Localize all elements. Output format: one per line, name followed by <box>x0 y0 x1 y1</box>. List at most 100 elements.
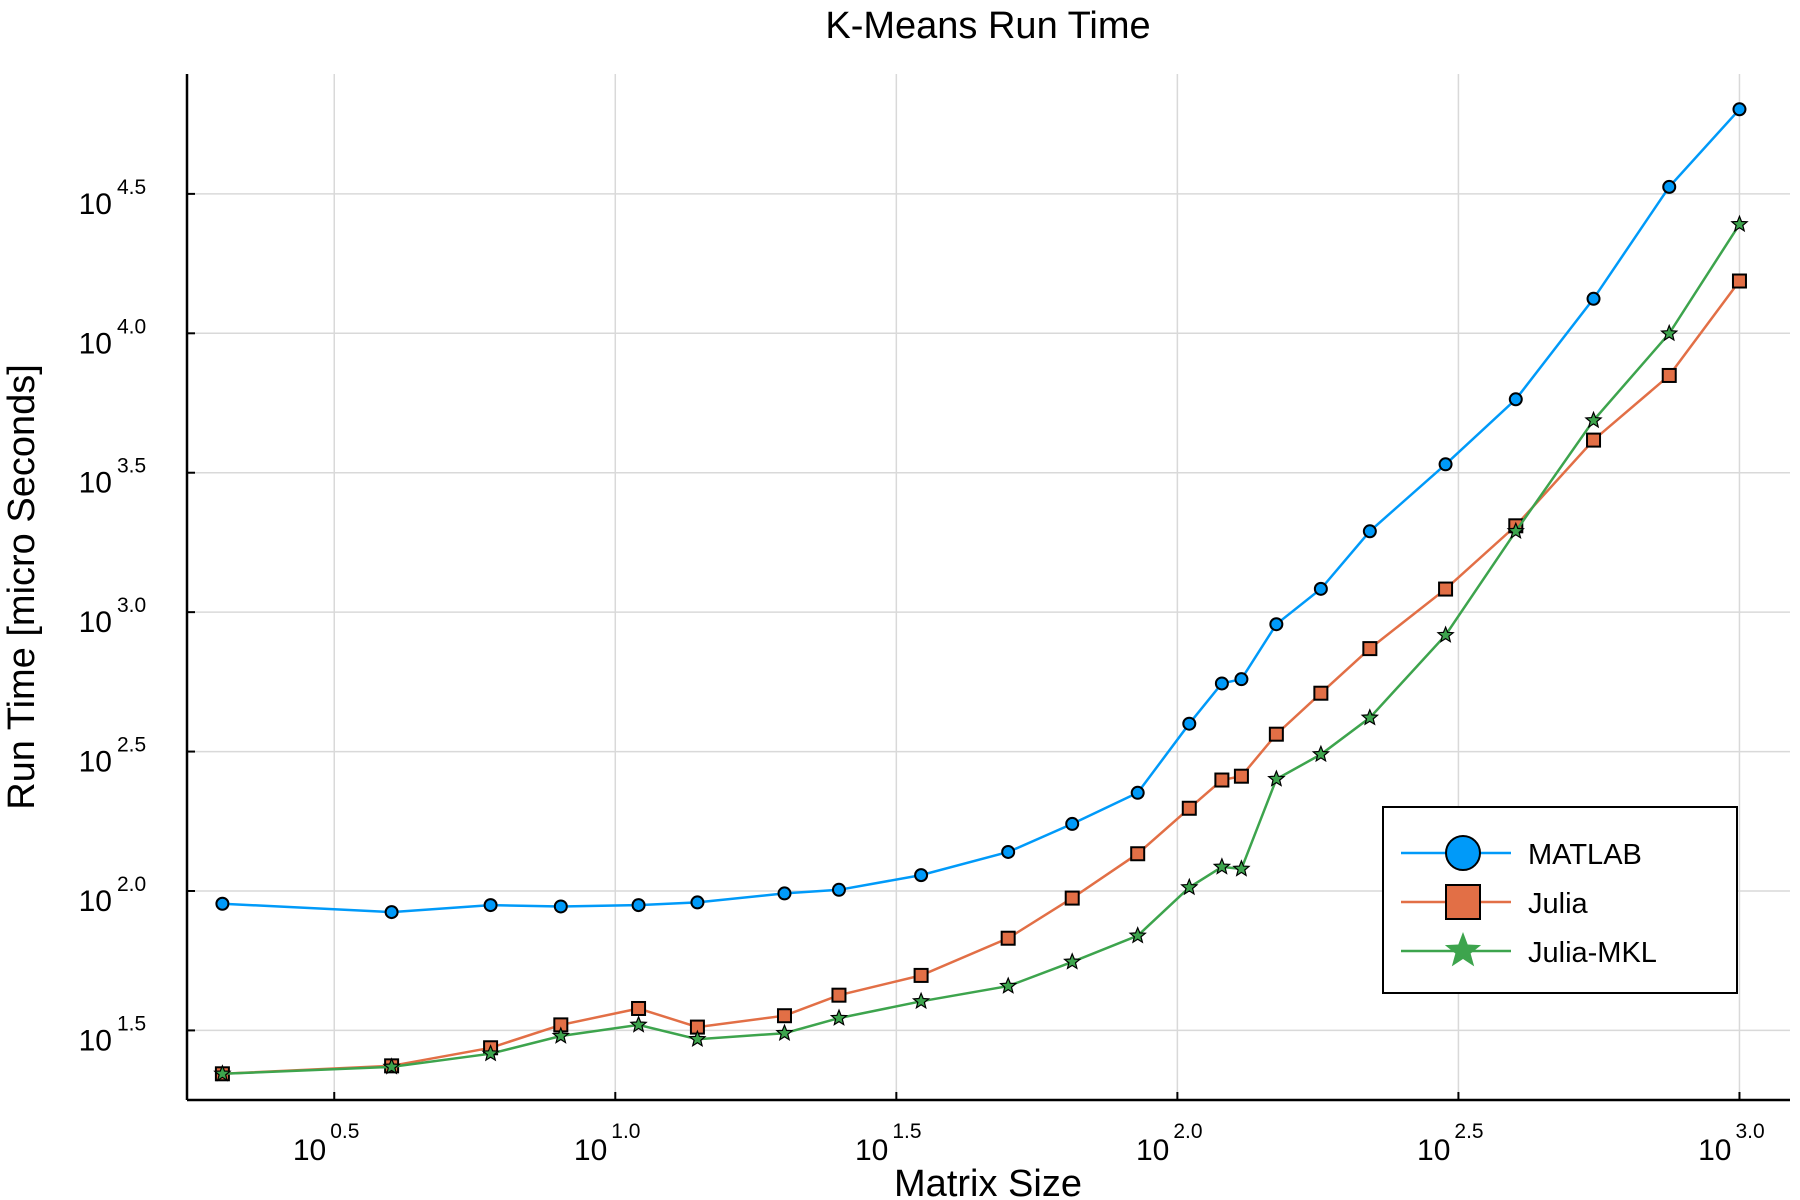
legend-marker-matlab <box>1445 835 1481 871</box>
x-tick-label-exponent: 3.0 <box>1735 1120 1764 1143</box>
legend-marker-julia-mkl <box>1444 932 1482 967</box>
x-tick-label-exponent: 2.0 <box>1173 1120 1202 1143</box>
data-point-matlab <box>483 898 498 913</box>
data-point-matlab <box>1065 816 1080 831</box>
data-point-julia-mkl <box>1267 769 1286 787</box>
x-tick-label-base: 10 <box>1417 1134 1450 1167</box>
data-point-julia <box>913 967 929 983</box>
y-tick-label-exponent: 2.5 <box>117 734 146 757</box>
legend-box <box>1382 806 1738 994</box>
data-point-matlab <box>215 896 230 911</box>
data-point-matlab <box>1508 392 1523 407</box>
y-tick-label-exponent: 3.5 <box>117 455 146 478</box>
data-point-julia <box>1362 641 1378 657</box>
data-point-matlab <box>631 898 646 913</box>
x-tick-label-base: 10 <box>1136 1134 1169 1167</box>
data-point-julia-mkl <box>829 1008 849 1026</box>
data-point-julia <box>1181 800 1197 816</box>
data-point-julia-mkl <box>1128 926 1147 944</box>
y-tick-label-base: 10 <box>79 467 112 500</box>
legend-label-matlab: MATLAB <box>1528 839 1642 871</box>
data-point-julia-mkl <box>382 1057 401 1075</box>
y-axis-label: Run Time [micro Seconds] <box>1 364 43 810</box>
y-tick-label-base: 10 <box>79 327 112 360</box>
data-point-julia-mkl <box>213 1064 232 1082</box>
y-tick-label-exponent: 4.0 <box>117 315 146 338</box>
data-point-julia-mkl <box>1180 877 1199 896</box>
y-tick-label-exponent: 3.0 <box>117 594 146 617</box>
data-point-julia-mkl <box>911 991 931 1010</box>
data-point-matlab <box>831 882 846 897</box>
data-point-julia-mkl <box>1730 214 1749 233</box>
data-point-julia-mkl <box>629 1015 648 1033</box>
series-matlab <box>215 102 1747 920</box>
data-point-matlab <box>1662 179 1677 194</box>
x-tick-label-base: 10 <box>574 1134 607 1167</box>
axes-layer <box>185 74 1790 1102</box>
x-tick-label-exponent: 2.5 <box>1454 1120 1483 1143</box>
data-point-julia <box>631 1000 647 1016</box>
data-point-julia-mkl <box>1212 857 1232 875</box>
data-point-julia <box>1233 768 1249 784</box>
data-point-julia-mkl <box>1311 744 1331 763</box>
data-point-julia-mkl <box>481 1044 500 1062</box>
series-julia-mkl <box>213 214 1749 1082</box>
x-tick-label-base: 10 <box>855 1134 888 1167</box>
y-tick-label-exponent: 4.5 <box>117 176 146 199</box>
data-point-julia <box>1268 726 1284 742</box>
legend-label-julia: Julia <box>1528 888 1589 920</box>
data-point-julia <box>1731 273 1747 289</box>
data-point-julia-mkl <box>1436 625 1455 643</box>
data-point-julia-mkl <box>688 1029 707 1048</box>
data-point-julia-mkl <box>1660 323 1679 342</box>
legend: MATLAB Julia Julia-MKL <box>1382 806 1738 994</box>
legend-marker-julia <box>1445 884 1481 920</box>
data-point-matlab <box>1269 617 1284 632</box>
data-point-matlab <box>1234 672 1249 687</box>
x-tick-label-base: 10 <box>1698 1134 1731 1167</box>
data-point-matlab <box>777 886 792 901</box>
chart-title: K-Means Run Time <box>825 5 1150 47</box>
data-point-julia-mkl <box>775 1023 794 1042</box>
data-point-julia <box>831 987 847 1003</box>
data-point-matlab <box>690 895 705 910</box>
data-point-julia <box>1064 890 1080 906</box>
data-point-matlab <box>1182 716 1197 731</box>
data-point-matlab <box>1732 102 1747 117</box>
legend-label-julia-mkl: Julia-MKL <box>1528 937 1657 969</box>
data-point-matlab <box>1362 524 1377 539</box>
data-point-julia <box>1214 772 1230 788</box>
grid-layer <box>187 74 1790 1100</box>
data-point-julia-mkl <box>551 1026 570 1044</box>
y-tick-label-exponent: 2.0 <box>117 873 146 896</box>
y-tick-label-exponent: 1.5 <box>117 1012 146 1035</box>
data-point-matlab <box>1001 844 1016 859</box>
data-point-matlab <box>1313 581 1328 596</box>
y-tick-label-base: 10 <box>79 885 112 918</box>
data-point-julia <box>1000 930 1016 946</box>
data-point-matlab <box>1438 457 1453 472</box>
data-point-matlab <box>1586 291 1601 306</box>
data-point-julia-mkl <box>1063 952 1082 970</box>
data-point-julia <box>1130 846 1146 862</box>
y-tick-label-base: 10 <box>79 188 112 221</box>
y-tick-label-base: 10 <box>79 746 112 779</box>
x-axis-label: Matrix Size <box>894 1163 1082 1200</box>
data-point-matlab <box>914 868 929 883</box>
data-point-julia <box>1438 581 1454 597</box>
data-point-julia-mkl <box>1584 410 1603 429</box>
data-point-julia <box>1661 367 1677 383</box>
data-point-matlab <box>553 899 568 914</box>
x-tick-label-exponent: 1.5 <box>892 1120 921 1143</box>
x-tick-label-exponent: 0.5 <box>330 1120 359 1143</box>
y-tick-label-base: 10 <box>79 1024 112 1057</box>
data-point-matlab <box>1130 785 1145 800</box>
x-tick-label-exponent: 1.0 <box>611 1120 640 1143</box>
y-tick-label-base: 10 <box>79 606 112 639</box>
series-layer <box>213 102 1749 1082</box>
